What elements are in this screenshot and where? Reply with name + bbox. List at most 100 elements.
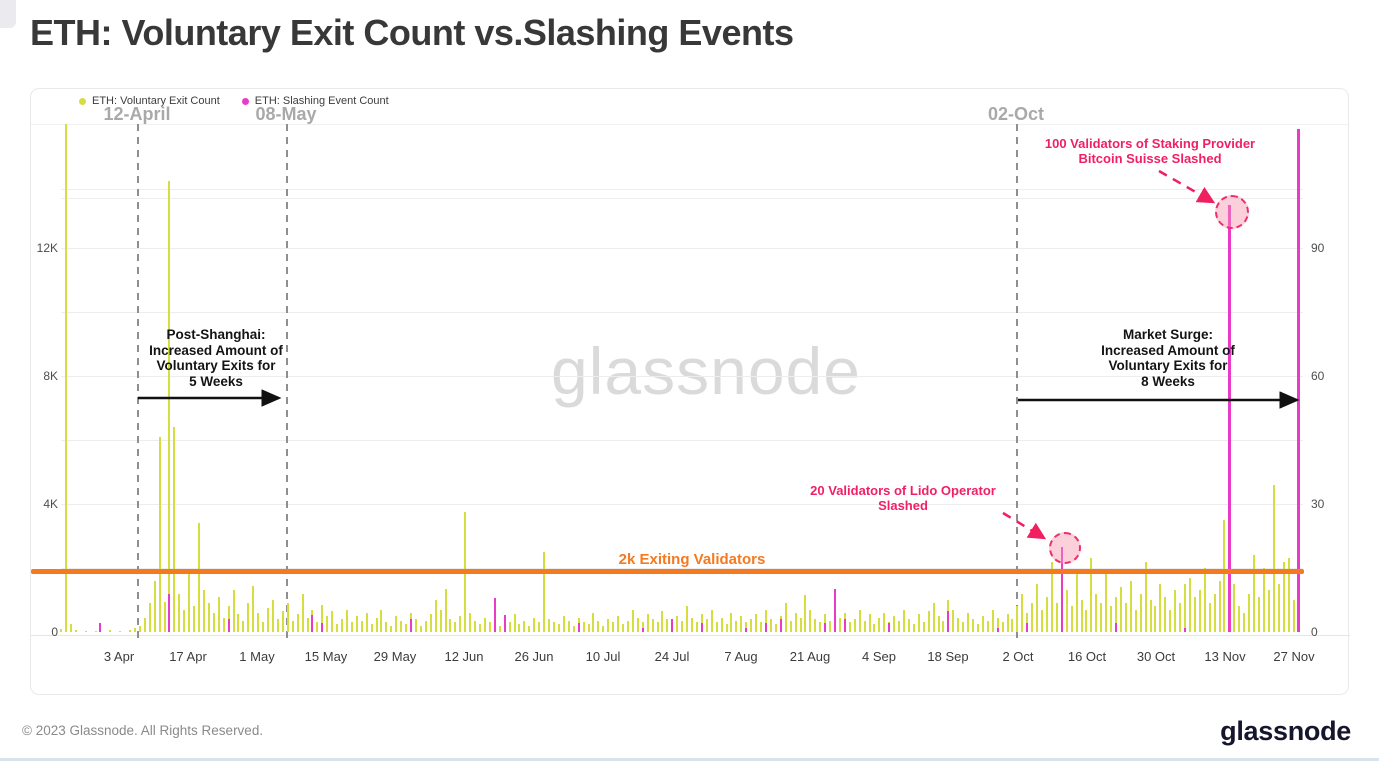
voluntary-exit-bar — [434, 600, 437, 632]
voluntary-exit-bar — [760, 622, 763, 632]
voluntary-exit-bar — [592, 612, 595, 632]
voluntary-exit-bar — [587, 624, 590, 632]
annotation-line: Market Surge: — [1122, 327, 1214, 342]
voluntary-exit-bar — [829, 620, 832, 632]
event-dashed-line — [1016, 124, 1018, 641]
voluntary-exit-bar — [799, 617, 802, 632]
voluntary-exit-bar — [907, 619, 910, 632]
voluntary-exit-bar — [424, 620, 427, 632]
voluntary-exit-bar — [981, 616, 984, 632]
voluntary-exit-bar — [1213, 593, 1216, 632]
slashing-event-bar — [1297, 128, 1301, 632]
voluntary-exit-bar — [444, 588, 447, 632]
bottom-strip — [0, 758, 1379, 761]
voluntary-exit-bar — [957, 617, 960, 632]
x-axis-tick: 29 May — [373, 649, 417, 664]
voluntary-exit-bar — [1134, 609, 1137, 632]
voluntary-exit-bar — [666, 619, 669, 632]
annotation-line: Voluntary Exits for — [156, 358, 276, 373]
voluntary-exit-bar — [242, 620, 245, 632]
voluntary-exit-bar — [986, 620, 989, 632]
x-axis-tick: 26 Jun — [514, 649, 554, 664]
voluntary-exit-bar — [276, 619, 279, 632]
voluntary-exit-bar — [1257, 596, 1260, 632]
voluntary-exit-bar — [336, 624, 339, 632]
slashing-event-bar — [996, 627, 999, 632]
voluntary-exit-bar — [626, 620, 629, 632]
voluntary-exit-bar — [247, 603, 250, 632]
slashing-event-bar — [1184, 627, 1187, 632]
voluntary-exit-bar — [1159, 584, 1162, 632]
voluntary-exit-bar — [814, 619, 817, 632]
slashing-event-bar — [671, 619, 674, 632]
legend-item-slashing-event[interactable]: ETH: Slashing Event Count — [241, 95, 389, 107]
annotation-line: Increased Amount of — [1101, 342, 1235, 358]
voluntary-exit-bar — [439, 609, 442, 632]
voluntary-exit-bar — [681, 620, 684, 632]
voluntary-exit-bar — [1188, 577, 1191, 632]
voluntary-exit-bar — [316, 622, 319, 632]
x-axis-tick: 3 Apr — [103, 649, 135, 664]
voluntary-exit-bar — [1277, 584, 1280, 632]
legend-item-voluntary-exit[interactable]: ETH: Voluntary Exit Count — [79, 95, 220, 107]
voluntary-exit-bar — [1233, 584, 1236, 632]
voluntary-exit-bar — [301, 593, 304, 632]
voluntary-exit-bar — [74, 630, 77, 632]
voluntary-exit-bar — [188, 571, 191, 632]
x-axis-tick: 7 Aug — [724, 649, 758, 664]
voluntary-exit-bar — [1124, 603, 1127, 632]
event-dashed-line — [286, 124, 288, 641]
gridline — [61, 248, 1303, 249]
voluntary-exit-bar — [252, 585, 255, 632]
voluntary-exit-bar — [1036, 584, 1039, 632]
voluntary-exit-bar — [646, 614, 649, 632]
voluntary-exit-bar — [1174, 590, 1177, 632]
x-axis-tick: 13 Nov — [1204, 649, 1246, 664]
voluntary-exit-bar — [873, 624, 876, 632]
voluntary-exit-bar — [153, 580, 156, 632]
voluntary-exit-bar — [1282, 561, 1285, 632]
voluntary-exit-bar — [1262, 568, 1265, 632]
x-axis-tick: 4 Sep — [862, 649, 896, 664]
voluntary-exit-bar — [1267, 590, 1270, 632]
voluntary-exit-bar — [400, 620, 403, 632]
x-axis-tick: 15 May — [304, 649, 348, 664]
x-axis-tick: 27 Nov — [1273, 649, 1315, 664]
voluntary-exit-bar — [809, 609, 812, 632]
voluntary-exit-bar — [1075, 574, 1078, 632]
voluntary-exit-bar — [922, 622, 925, 632]
slashing-event-bar — [410, 619, 413, 632]
voluntary-exit-bar — [774, 624, 777, 632]
voluntary-exit-bar — [84, 630, 87, 632]
voluntary-exit-bar — [755, 614, 758, 632]
voluntary-exit-bar — [898, 620, 901, 632]
annotation-line: Slashed — [878, 498, 928, 513]
voluntary-exit-bar — [1070, 606, 1073, 632]
voluntary-exit-bar — [1129, 580, 1132, 632]
voluntary-exit-bar — [178, 593, 181, 632]
slashing-event-bar — [1060, 546, 1063, 632]
y-axis-left-tick: 0 — [51, 625, 58, 639]
threshold-line-2k — [31, 569, 1304, 574]
voluntary-exit-bar — [1154, 606, 1157, 632]
voluntary-exit-bar — [1218, 580, 1221, 632]
voluntary-exit-bar — [725, 624, 728, 632]
voluntary-exit-bar — [661, 611, 664, 632]
voluntary-exit-bar — [1184, 584, 1187, 632]
voluntary-exit-bar — [60, 629, 62, 632]
annotation-line: 8 Weeks — [1141, 373, 1195, 389]
x-axis-tick: 10 Jul — [585, 649, 621, 664]
voluntary-exit-bar — [355, 616, 358, 632]
voluntary-exit-bar — [1144, 561, 1147, 632]
slashing-event-bar — [1026, 623, 1029, 632]
slashing-event-bar — [503, 614, 506, 632]
voluntary-exit-bar — [853, 619, 856, 632]
voluntary-exit-bar — [1006, 614, 1009, 632]
slashing-event-bar — [227, 619, 230, 632]
voluntary-exit-bar — [271, 600, 274, 632]
voluntary-exit-bar — [543, 552, 546, 632]
voluntary-exit-bar — [1016, 606, 1019, 632]
voluntary-exit-bar — [513, 614, 516, 632]
voluntary-exit-bar — [819, 622, 822, 632]
voluntary-exit-bar — [972, 619, 975, 632]
